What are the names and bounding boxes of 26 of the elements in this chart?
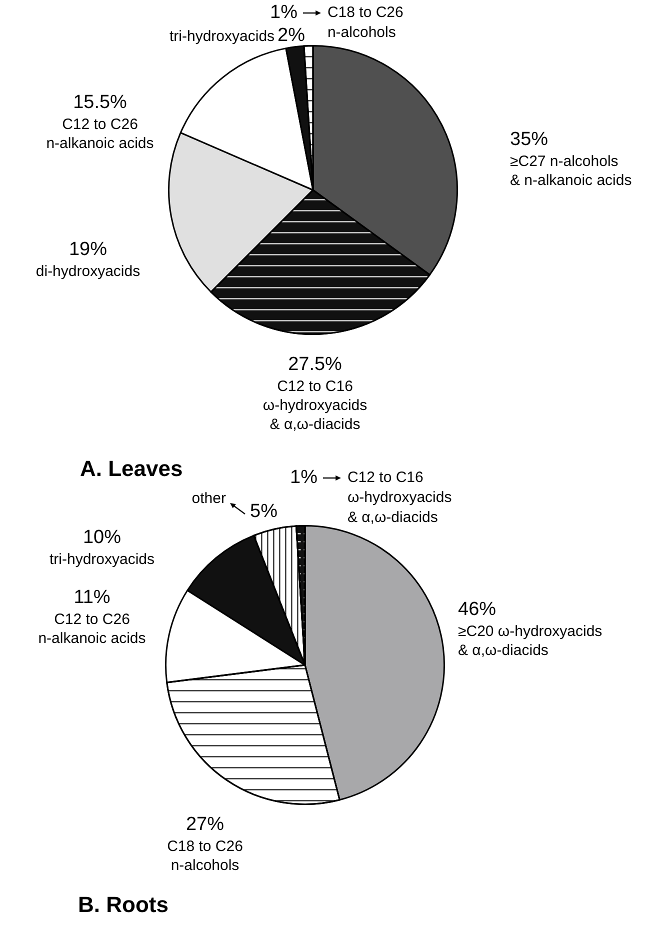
data-label: 5% [250, 501, 278, 522]
slice-label: C12 to C26 n-alkanoic acids [46, 116, 154, 152]
slice-label: tri-hydroxyacids [170, 28, 275, 46]
slice-label: C12 to C26 n-alkanoic acids [38, 611, 146, 648]
slice-label: other [192, 490, 226, 508]
legend-label: C12 to C16 ω-hydroxyacids & α,ω-diacids [347, 469, 452, 526]
slice-label: C12 to C16 ω-hydroxyacids & α,ω-diacids [262, 378, 368, 434]
data-label: 2% [278, 25, 306, 46]
data-label: 1% [290, 467, 318, 488]
text: A. Leaves [80, 456, 183, 482]
slice-label: ≥C27 n-alcohols & n-alkanoic acids [510, 153, 632, 190]
data-label: 35% [510, 129, 548, 150]
legend-label: C18 to C26 n-alcohols [327, 4, 404, 42]
data-label: 15.5% [73, 92, 128, 114]
slice-label: C18 to C26 n-alcohols [167, 838, 243, 874]
data-label: 46% [458, 599, 496, 620]
slice-label: ≥C20 ω-hydroxyacids & α,ω-diacids [458, 623, 602, 660]
data-label: 27.5% [288, 354, 342, 376]
data-label: 27% [186, 814, 224, 836]
text: B. Roots [78, 892, 168, 918]
data-label: 19% [68, 239, 108, 260]
data-label: 10% [82, 527, 122, 548]
slice-label: di-hydroxyacids [36, 263, 140, 280]
slice-label: tri-hydroxyacids [49, 551, 155, 568]
data-label: 11% [74, 587, 110, 608]
data-label: 1% [270, 2, 298, 24]
